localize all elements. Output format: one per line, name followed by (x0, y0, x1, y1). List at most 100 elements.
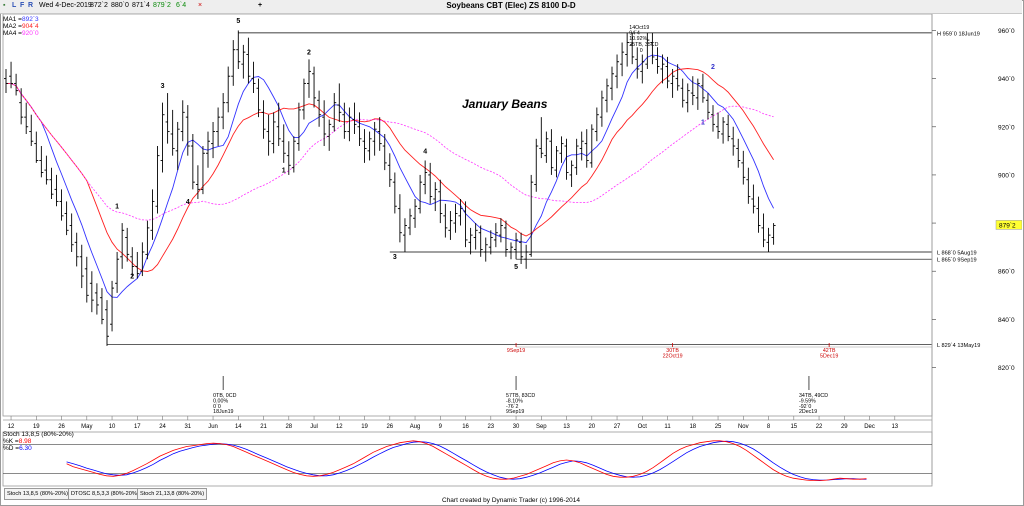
price-bar (705, 93, 710, 120)
x-tick-label: Jul (310, 424, 318, 430)
x-tick-label: 12 (336, 424, 343, 430)
price-bar (438, 179, 443, 224)
price-bar (105, 300, 109, 346)
bottom-note-line: 9Sep19 (506, 409, 524, 415)
price-bar (251, 61, 256, 94)
price-bar (690, 76, 695, 106)
tab-stoch-13-8-5[interactable]: Stoch 13,8,5 (80%-20%) (4, 488, 71, 500)
price-bar (79, 244, 84, 289)
price-bar (559, 136, 564, 163)
price-bar (125, 227, 130, 262)
price-bar (342, 102, 347, 139)
bottom-note-line: 2Dec19 (799, 409, 817, 415)
x-tick-label: 23 (487, 424, 494, 430)
price-bar (337, 83, 342, 122)
price-bar (458, 199, 463, 226)
price-bar (382, 133, 387, 171)
y-tick-label: 840`0 (998, 317, 1015, 324)
price-bar (266, 114, 271, 156)
price-bar (731, 126, 736, 156)
level-lines: H 959`0 18Jun19 L 868`0 5Aug19 L 865`0 9Se… (107, 31, 980, 349)
price-bar (115, 251, 120, 293)
price-bar (443, 203, 448, 238)
price-bar (397, 194, 402, 243)
price-bar (59, 189, 64, 221)
y-tick-label: 920`0 (998, 124, 1015, 131)
price-bar (312, 66, 317, 108)
price-bar (327, 119, 332, 151)
ma-legend: MA1 =892`3 MA2 =904`4 MA4 =920`0 (3, 16, 39, 37)
swing-label: 2 (307, 50, 311, 57)
price-bar (190, 133, 195, 190)
price-bar (675, 64, 680, 91)
x-tick-label: Sep (536, 424, 547, 430)
x-tick-label: 11 (664, 424, 671, 430)
ohlc-high: 880`0 (111, 2, 129, 9)
bottom-note-line: 0`0 (213, 404, 221, 410)
price-bar (165, 93, 170, 144)
price-bar (236, 30, 241, 69)
price-bar (69, 213, 74, 252)
time-mark-label: 22Oct19 (663, 354, 683, 360)
time-mark-label: 30TB (666, 348, 679, 354)
price-chart: H 959`0 18Jun19 L 868`0 5Aug19 L 865`0 9Se… (2, 14, 1022, 487)
price-bar (180, 100, 185, 142)
x-tick-label: 13 (563, 424, 570, 430)
price-bar (670, 68, 675, 98)
price-bar (231, 40, 236, 86)
swing-label: 1 (282, 168, 286, 175)
price-bar (14, 73, 19, 96)
lock-icon[interactable]: ▪ (3, 2, 6, 9)
swing-label: 4 (186, 199, 190, 206)
price-bar (473, 223, 478, 250)
price-bar (301, 78, 306, 120)
price-bar (569, 160, 574, 187)
level-label: L 865`0 9Sep19 (937, 258, 977, 264)
price-bar (39, 146, 44, 178)
price-bar (493, 223, 498, 248)
price-bar (392, 172, 397, 214)
price-bar (524, 244, 529, 269)
ma2-value: 904`4 (21, 23, 39, 30)
price-bar (276, 102, 281, 147)
x-tick-label: 31 (184, 424, 191, 430)
swing-label: 3 (161, 83, 165, 90)
moving-averages (6, 54, 775, 298)
price-bar (554, 146, 559, 178)
price-bar (307, 59, 311, 98)
x-tick-label: 22 (816, 424, 823, 430)
x-tick-label: 28 (285, 424, 292, 430)
price-bar (488, 230, 493, 255)
price-bar (377, 117, 382, 151)
axes: 960`0940`0920`0900`0880`0860`0840`0820`0… (2, 14, 1022, 484)
current-date: Wed 4-Dec-2019 (39, 2, 92, 9)
ma1-line (6, 54, 775, 298)
tab-stoch-21-13-8[interactable]: Stoch 21,13,8 (80%-20%) (137, 488, 208, 500)
price-bar (34, 131, 39, 163)
bottom-note-line: -92`0 (799, 404, 811, 410)
toolbar-button-r[interactable]: R (28, 2, 34, 9)
toolbar-button-f[interactable]: F (20, 2, 25, 9)
stoch-frame (2, 431, 933, 487)
add-icon[interactable]: + (258, 2, 263, 9)
x-tick-label: 8 (767, 424, 771, 430)
close-icon[interactable]: × (198, 2, 203, 9)
level-label: H 959`0 18Jun19 (937, 31, 980, 37)
price-bar (534, 138, 539, 192)
x-tick-label: 24 (159, 424, 166, 430)
ma4-line (6, 83, 774, 221)
price-bar (4, 68, 8, 94)
toolbar-button-l[interactable]: L (12, 2, 17, 9)
y-tick-label: 960`0 (998, 28, 1015, 35)
price-bar (529, 174, 534, 257)
price-bar (387, 153, 392, 187)
price-bar (94, 283, 99, 315)
price-bar (9, 61, 14, 89)
price-bar (635, 47, 640, 79)
price-bar (296, 102, 301, 151)
price-bar (286, 141, 291, 175)
level-label: L 868`0 5Aug19 (937, 250, 977, 256)
price-bar (175, 121, 180, 171)
swing-label: 2 (711, 64, 715, 71)
bottom-note-line: -9.59% (799, 398, 816, 404)
